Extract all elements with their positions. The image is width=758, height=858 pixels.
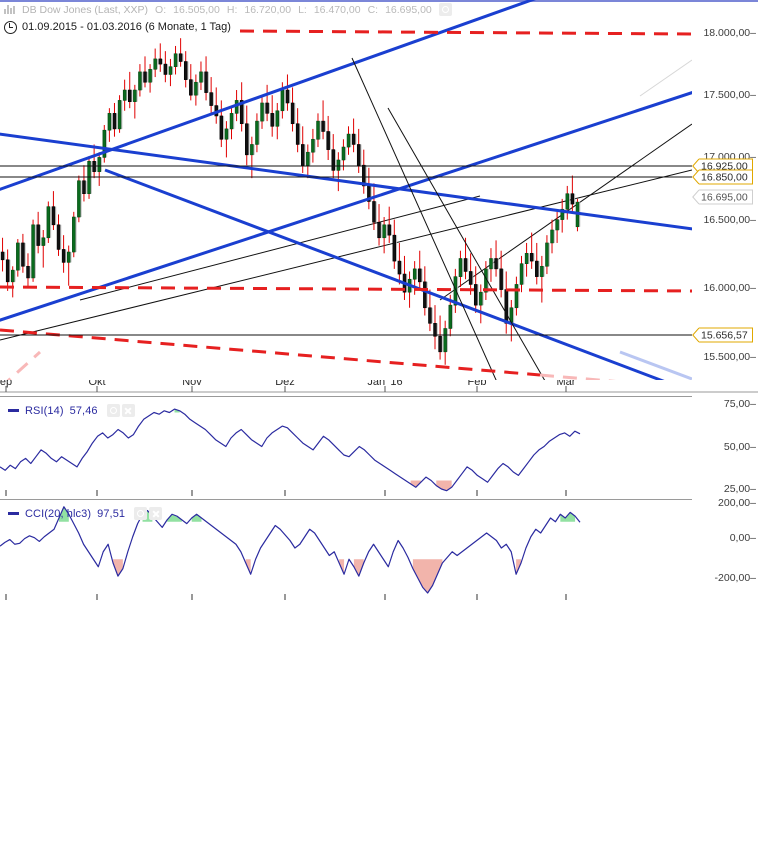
rsi-legend[interactable]: RSI(14) 57,46 (8, 404, 135, 417)
flag-pointer-icon (692, 158, 699, 174)
gear-icon[interactable] (438, 3, 452, 16)
rsi-legend-value: 57,46 (69, 404, 98, 417)
time-axis-label: ep (0, 380, 13, 388)
date-range-row[interactable]: 01.09.2015 - 01.03.2016 (6 Monate, 1 Tag… (4, 20, 231, 34)
gear-icon[interactable] (106, 404, 120, 417)
ohlc-open-value: 16.505,00 (173, 3, 220, 16)
price-tick-label: 17.500,00– (703, 89, 756, 101)
price-flag-gold[interactable]: 16.850,00 (692, 169, 753, 185)
rsi-pane[interactable] (0, 396, 692, 496)
rsi-tick-label: 75,00– (723, 398, 756, 410)
window-top-border (0, 0, 758, 2)
ohlc-low-key: L: (298, 3, 307, 16)
price-flag-label: 15.656,57 (699, 327, 753, 343)
close-icon[interactable] (149, 507, 163, 520)
time-axis-label: Feb (467, 380, 487, 388)
close-icon[interactable] (121, 404, 135, 417)
cci-color-swatch (8, 512, 19, 515)
flag-pointer-icon (692, 169, 699, 185)
rsi-legend-label: RSI(14) (25, 404, 64, 417)
cci-legend-value: 97,51 (97, 507, 126, 520)
price-flag-label: 16.850,00 (699, 169, 753, 185)
flag-pointer-icon (692, 327, 699, 343)
quote-header-bar: DB Dow Jones (Last, XXP) O: 16.505,00 H:… (0, 2, 758, 17)
date-range-label: 01.09.2015 - 01.03.2016 (6 Monate, 1 Tag… (22, 21, 231, 33)
ohlc-high-key: H: (226, 3, 238, 16)
time-axis-label: Mär (556, 380, 576, 388)
ohlc-close-value: 16.695,00 (385, 3, 432, 16)
time-axis-label: Jan '16 (367, 380, 403, 388)
price-tick-label: 16.500,00– (703, 214, 756, 226)
clock-icon (4, 20, 17, 34)
price-flag-grey[interactable]: 16.695,00 (692, 189, 753, 205)
time-axis-ticks (0, 386, 758, 393)
gear-icon[interactable] (134, 507, 148, 520)
ohlc-low-value: 16.470,00 (313, 3, 361, 16)
rsi-axis: 75,00– 50,00– 25,00– (692, 396, 758, 496)
cci-legend[interactable]: CCI(20, hlc3) 97,51 (8, 507, 163, 520)
price-chart-canvas[interactable] (0, 0, 692, 380)
ohlc-high-value: 16.720,00 (244, 3, 292, 16)
price-tick-label: 18.000,00– (703, 27, 756, 39)
price-axis[interactable]: 18.000,00– 17.500,00– 17.000,00– 16.500,00–… (692, 0, 758, 396)
price-tick-label: 15.500,00– (703, 351, 756, 363)
time-axis-label: Dez (275, 380, 295, 388)
price-tick-label: 16.000,00– (703, 282, 756, 294)
rsi-color-swatch (8, 409, 19, 412)
flag-pointer-icon (692, 189, 699, 205)
rsi-tick-label: 50,00– (723, 441, 756, 453)
bar-chart-icon (4, 5, 15, 14)
price-flag-gold[interactable]: 15.656,57 (692, 327, 753, 343)
price-flag-label: 16.695,00 (699, 189, 753, 205)
time-axis-label: Okt (88, 380, 106, 388)
cci-tick-label: 200,00– (718, 497, 756, 509)
rsi-tick-label: 25,00– (723, 483, 756, 495)
rsi-canvas[interactable] (0, 396, 692, 496)
cci-axis: 200,00– 0,00– -200,00– (692, 497, 758, 600)
ohlc-close-key: C: (367, 3, 379, 16)
cci-legend-label: CCI(20, hlc3) (25, 507, 92, 520)
time-axis-label: Nov (182, 380, 202, 388)
ohlc-open-key: O: (155, 3, 167, 16)
price-chart-pane[interactable] (0, 0, 692, 380)
cci-tick-label: -200,00– (714, 572, 756, 584)
instrument-symbol-label: DB Dow Jones (Last, XXP) (22, 3, 149, 16)
time-axis: ep Okt Nov Dez Jan '16 Feb Mär (0, 380, 758, 396)
cci-tick-label: 0,00– (729, 532, 756, 544)
